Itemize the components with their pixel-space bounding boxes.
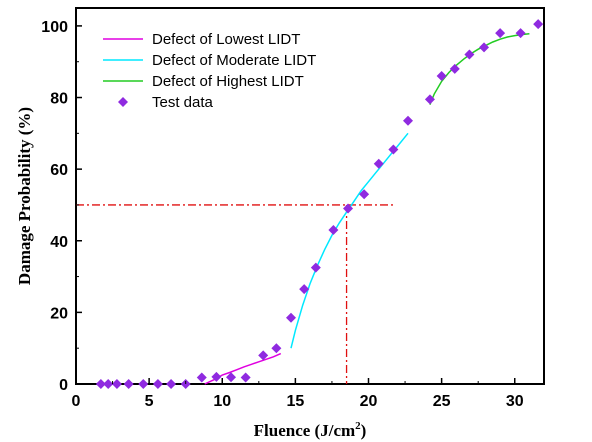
legend: Defect of Lowest LIDT Defect of Moderate … <box>103 31 316 111</box>
data-point <box>271 343 282 354</box>
data-point <box>310 262 321 273</box>
data-point <box>226 372 237 383</box>
y-tick-label: 80 <box>50 91 68 108</box>
data-point <box>103 379 114 389</box>
data-point <box>402 115 413 126</box>
data-point <box>152 379 163 389</box>
data-point <box>388 144 399 155</box>
x-tick-label: 25 <box>433 393 451 410</box>
data-point <box>166 379 177 389</box>
data-point <box>343 203 354 214</box>
data-point <box>196 372 207 383</box>
data-point <box>479 42 490 53</box>
data-point <box>240 372 251 383</box>
data-point <box>373 158 384 169</box>
x-tick-label: 5 <box>145 393 154 410</box>
x-tick-label: 20 <box>360 393 378 410</box>
data-point <box>436 71 447 82</box>
y-tick-label: 20 <box>50 305 68 322</box>
data-point <box>211 371 222 382</box>
axis-ticks: 0 5 10 15 20 25 30 0 20 40 60 80 100 <box>41 19 523 410</box>
y-tick-label: 40 <box>50 234 68 251</box>
data-point <box>464 49 475 60</box>
data-point <box>285 312 296 323</box>
legend-label: Defect of Lowest LIDT <box>152 31 300 48</box>
data-point <box>515 28 526 39</box>
x-tick-label: 10 <box>213 393 231 410</box>
legend-label: Defect of Moderate LIDT <box>152 52 316 69</box>
x-tick-label: 0 <box>72 393 81 410</box>
x-tick-label: 30 <box>506 393 524 410</box>
data-point <box>328 225 339 236</box>
data-point <box>111 379 122 389</box>
reference-lines <box>76 204 395 384</box>
x-axis-title-main: Fluence (J/cm <box>254 421 356 440</box>
y-tick-label: 100 <box>41 19 68 36</box>
data-point <box>258 350 269 361</box>
data-point <box>533 19 544 30</box>
x-tick-label: 15 <box>286 393 304 410</box>
test-data-points <box>95 19 544 389</box>
y-axis-title: Damage Probability (%) <box>15 107 34 285</box>
data-point <box>424 94 435 105</box>
legend-swatch-diamond <box>118 97 128 107</box>
legend-label: Test data <box>152 94 214 111</box>
data-point <box>123 379 134 389</box>
fit-curve-2 <box>290 132 409 349</box>
y-tick-label: 60 <box>50 162 68 179</box>
x-axis-title-end: ) <box>361 421 367 440</box>
y-tick-label: 0 <box>59 377 68 394</box>
data-point <box>359 189 370 200</box>
plot-frame <box>75 7 545 385</box>
data-point <box>495 28 506 39</box>
legend-label: Defect of Highest LIDT <box>152 73 304 90</box>
data-point <box>95 379 106 389</box>
x-axis-title-superscript: 2 <box>355 420 361 432</box>
fit-curve-3 <box>429 33 530 105</box>
data-point <box>449 63 460 74</box>
x-axis-title: Fluence (J/cm2) <box>254 420 367 440</box>
data-point <box>138 379 149 389</box>
data-point <box>299 284 310 295</box>
